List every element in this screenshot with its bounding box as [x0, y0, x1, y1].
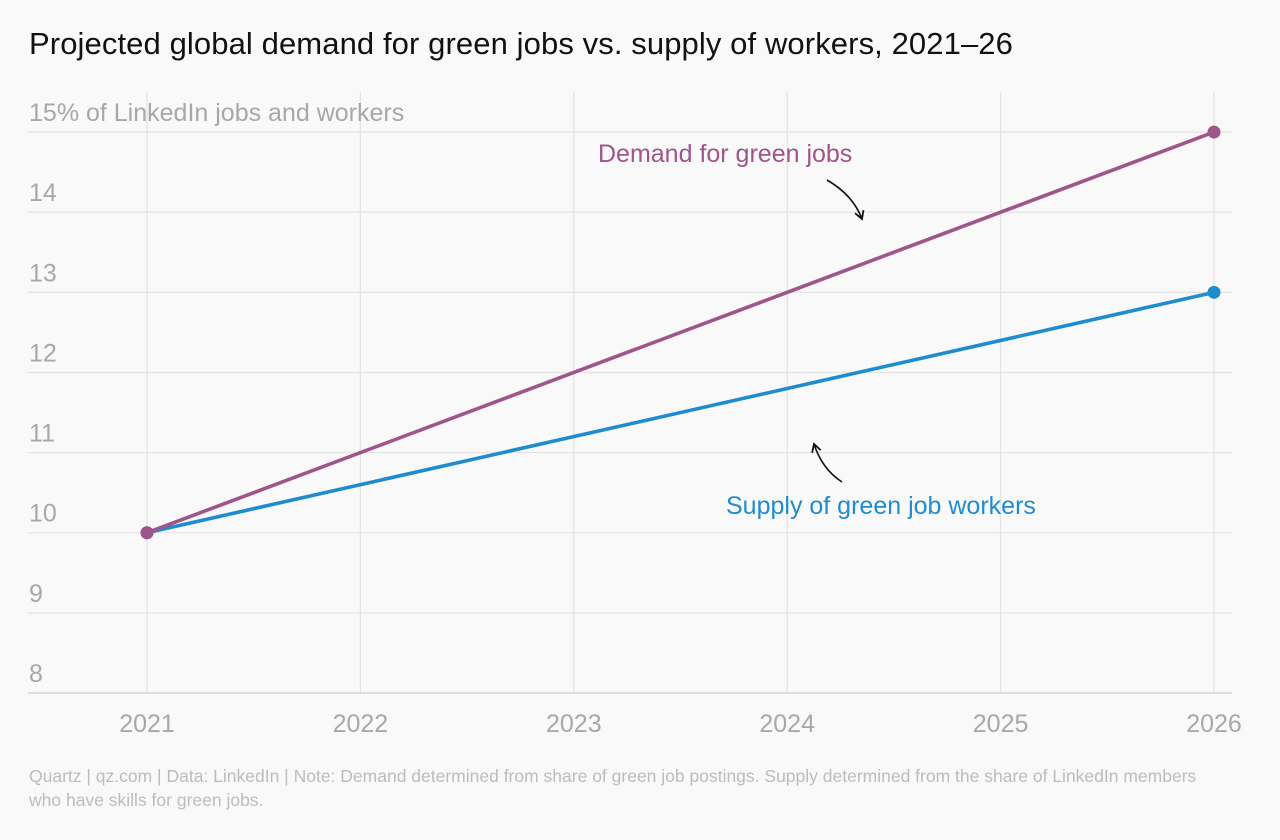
source-footnote: Quartz | qz.com | Data: LinkedIn | Note:…: [29, 766, 1197, 810]
y-tick-label: 12: [29, 339, 57, 367]
y-tick-label: 9: [29, 580, 43, 608]
y-tick-label: 13: [29, 259, 57, 287]
x-tick-label: 2023: [546, 710, 602, 738]
supply-annotation-arrow: [811, 442, 843, 483]
y-tick-label: 11: [29, 420, 55, 448]
demand-series-label: Demand for green jobs: [598, 140, 852, 168]
demand-data-point: [140, 526, 154, 540]
x-tick-label: 2021: [119, 710, 175, 738]
line-chart: 8 9 10 11 12 13 14 15% of LinkedIn jobs and wor…: [28, 92, 1242, 738]
x-tick-label: 2024: [759, 710, 815, 738]
supply-series-line: [145, 290, 1216, 535]
x-tick-label: 2022: [333, 710, 389, 738]
y-tick-label: 10: [29, 500, 57, 528]
y-tick-label: 8: [29, 660, 43, 688]
y-tick-label: 15% of LinkedIn jobs and workers: [29, 99, 404, 127]
demand-series-line: [145, 130, 1216, 535]
x-tick-label: 2025: [973, 710, 1029, 738]
y-tick-label: 14: [29, 179, 57, 207]
x-tick-label: 2026: [1186, 710, 1242, 738]
demand-data-point: [1207, 125, 1221, 139]
y-axis-label: % of LinkedIn jobs and workers: [57, 99, 404, 127]
demand-annotation-arrow: [826, 179, 865, 221]
supply-series-label: Supply of green job workers: [726, 492, 1036, 520]
chart-title: Projected global demand for green jobs v…: [29, 26, 1013, 61]
supply-data-point: [1207, 285, 1221, 299]
